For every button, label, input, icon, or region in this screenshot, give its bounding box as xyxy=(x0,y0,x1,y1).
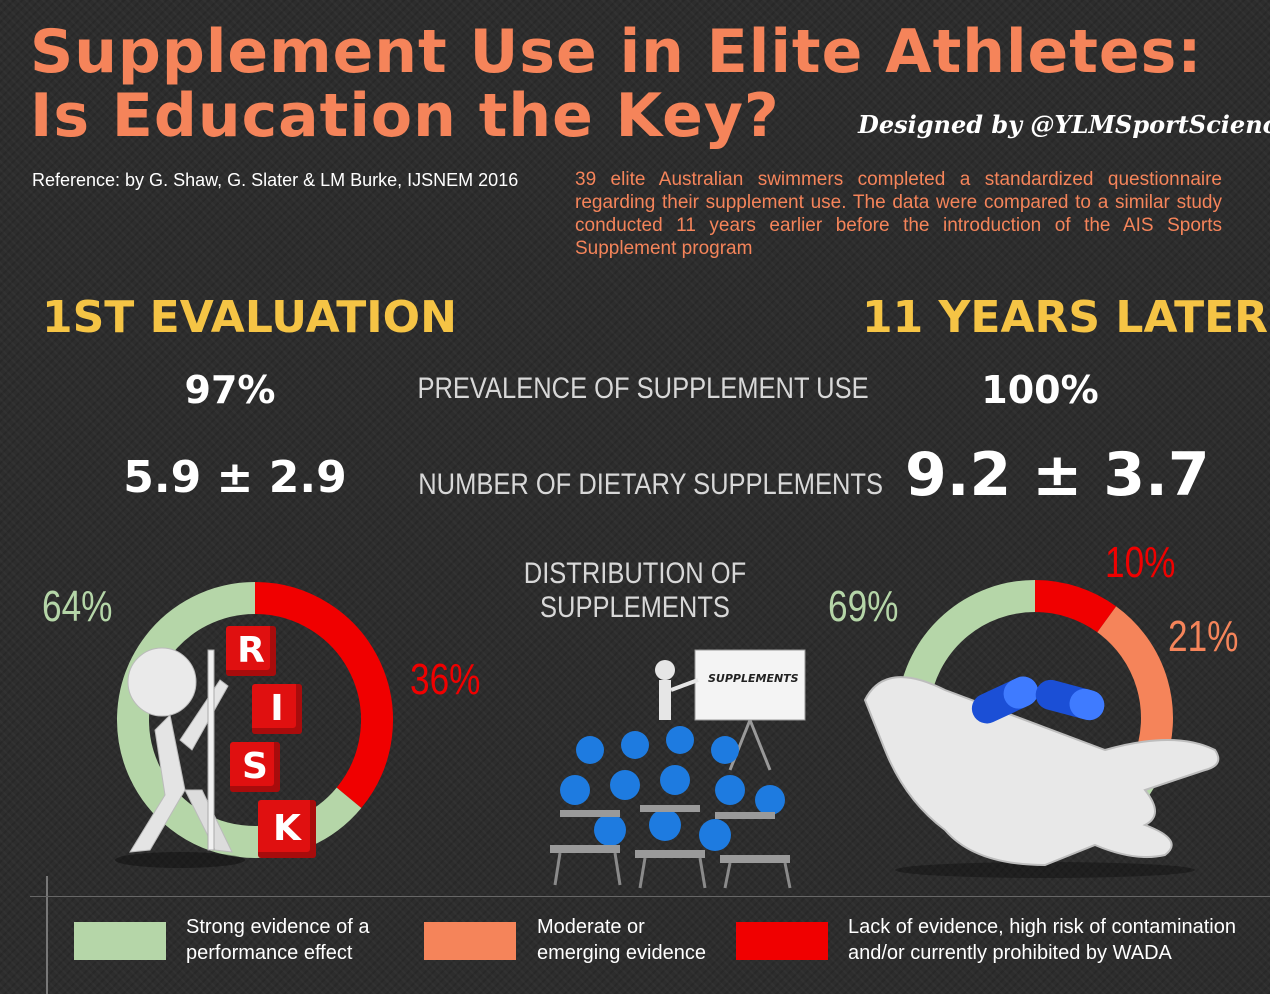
credit: Designed by @YLMSportScience xyxy=(858,110,1270,139)
legend-swatch-moderate xyxy=(424,922,516,960)
legend-text-strong: Strong evidence of a performance effect xyxy=(186,914,369,966)
legend-text-lack: Lack of evidence, high risk of contamina… xyxy=(848,914,1236,966)
legend-swatch-strong xyxy=(74,922,166,960)
legend-moderate-line2: emerging evidence xyxy=(537,942,706,964)
phase-first-heading: 1st evaluation xyxy=(42,292,457,343)
board-text: SUPPLEMENTS xyxy=(708,672,799,685)
prevalence-later-value: 100% xyxy=(981,368,1099,412)
legend-strong-line1: Strong evidence of a xyxy=(186,916,370,938)
prevalence-label: PREVALENCE OF SUPPLEMENT USE xyxy=(417,372,869,405)
count-first-value: 5.9 ± 2.9 xyxy=(123,452,347,503)
prevalence-first-value: 97% xyxy=(184,368,276,412)
count-label: NUMBER OF DIETARY SUPPLEMENTS xyxy=(418,468,884,501)
donut-slice-lack-of-evidence xyxy=(1034,580,1117,633)
title-line-1: Supplement Use in Elite Athletes: xyxy=(30,17,1203,87)
slice-label-strong-first: 64% xyxy=(42,582,113,631)
count-later-value: 9.2 ± 3.7 xyxy=(905,440,1210,510)
legend-strong-line2: performance effect xyxy=(186,942,353,964)
footer-vertical-divider xyxy=(46,876,48,994)
slice-label-lack-first: 36% xyxy=(410,655,481,704)
slice-label-moderate-later: 21% xyxy=(1168,612,1239,661)
risk-cube-i: I xyxy=(252,684,302,734)
title-line-2: Is Education the Key? xyxy=(30,81,780,151)
legend-swatch-lack xyxy=(736,922,828,960)
risk-cube-r: R xyxy=(226,626,276,676)
distribution-label-line2: SUPPLEMENTS xyxy=(540,591,730,624)
legend-text-moderate: Moderate or emerging evidence xyxy=(537,914,706,966)
phase-later-heading: 11 years later xyxy=(862,292,1269,343)
kneeling-figure-icon xyxy=(115,647,245,868)
donut-slice-lack-of-evidence xyxy=(254,582,393,808)
classroom-illustration-icon xyxy=(550,649,806,889)
risk-cube-s: S xyxy=(230,742,280,792)
slice-label-strong-later: 69% xyxy=(828,582,899,631)
hand-with-capsules-icon xyxy=(863,676,1220,878)
study-description: 39 elite Australian swimmers completed a… xyxy=(575,169,1222,259)
legend-lack-line1: Lack of evidence, high risk of contamina… xyxy=(848,916,1236,938)
legend-moderate-line1: Moderate or xyxy=(537,916,645,938)
distribution-label-line1: DISTRIBUTION OF xyxy=(523,557,747,590)
reference: Reference: by G. Shaw, G. Slater & LM Bu… xyxy=(32,170,519,190)
footer-horizontal-divider xyxy=(30,896,1270,897)
risk-cube-k: K xyxy=(258,800,316,858)
legend-lack-line2: and/or currently prohibited by WADA xyxy=(848,942,1172,964)
slice-label-lack-later: 10% xyxy=(1105,538,1176,587)
